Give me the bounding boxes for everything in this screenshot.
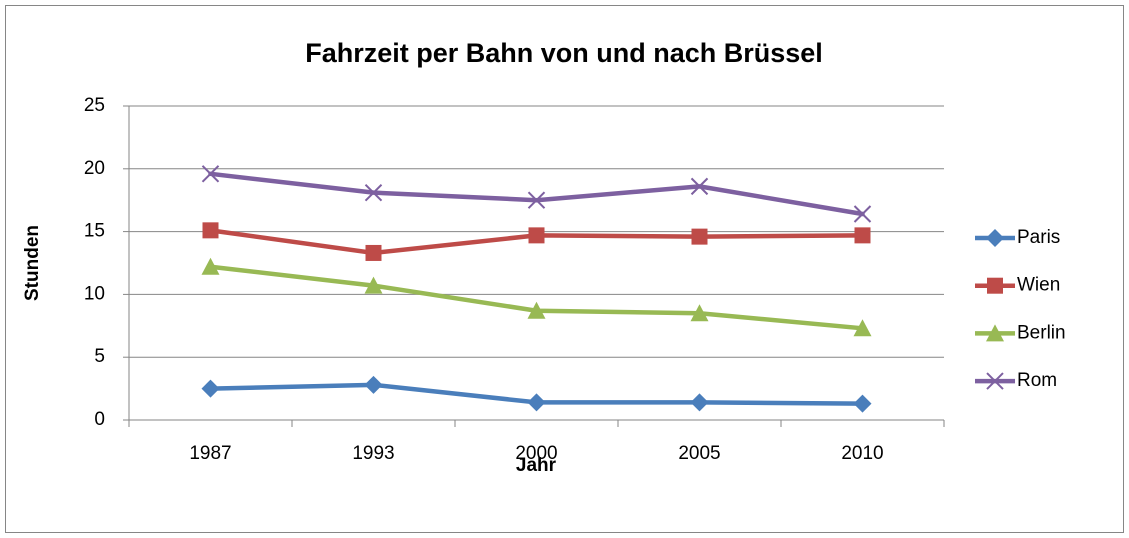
- y-tick-label: 5: [94, 346, 105, 367]
- data-point: [690, 393, 709, 412]
- y-axis-title: Stunden: [22, 225, 43, 301]
- data-point: [853, 205, 872, 223]
- data-point: [691, 228, 708, 245]
- data-point: [527, 393, 546, 412]
- legend-marker: [986, 372, 1004, 390]
- y-tick-label: 15: [84, 221, 105, 242]
- legend-label: Paris: [1017, 227, 1060, 248]
- legend-label: Rom: [1017, 370, 1057, 391]
- x-tick-label: 1987: [189, 443, 231, 464]
- y-tick-label: 0: [94, 409, 105, 430]
- data-point: [364, 183, 383, 202]
- data-point: [690, 177, 709, 196]
- data-point: [201, 379, 220, 398]
- data-point: [690, 304, 709, 322]
- legend-label: Berlin: [1017, 322, 1066, 343]
- y-tick-label: 25: [84, 95, 105, 116]
- chart-title: Fahrzeit per Bahn von und nach Brüssel: [305, 38, 823, 68]
- data-point: [853, 394, 872, 413]
- y-tick-label: 10: [84, 283, 105, 304]
- legend-marker: [986, 324, 1004, 342]
- data-point: [853, 319, 872, 337]
- data-point: [854, 227, 871, 244]
- legend-marker: [987, 277, 1003, 294]
- chart-frame: [5, 5, 1124, 533]
- data-point: [527, 191, 546, 209]
- x-axis-title: Jahr: [516, 455, 557, 476]
- data-point: [365, 244, 382, 261]
- data-point: [201, 257, 220, 275]
- data-point: [201, 165, 220, 183]
- y-tick-label: 20: [84, 158, 105, 179]
- data-point: [364, 375, 383, 394]
- data-point: [364, 276, 383, 294]
- data-point: [528, 227, 545, 244]
- x-tick-label: 2000: [515, 443, 557, 464]
- legend-label: Wien: [1017, 275, 1060, 296]
- x-tick-label: 2005: [678, 443, 720, 464]
- x-tick-label: 1993: [352, 443, 394, 464]
- data-point: [527, 301, 546, 319]
- data-point: [202, 222, 219, 239]
- legend-marker: [986, 229, 1004, 247]
- x-tick-label: 2010: [841, 443, 883, 464]
